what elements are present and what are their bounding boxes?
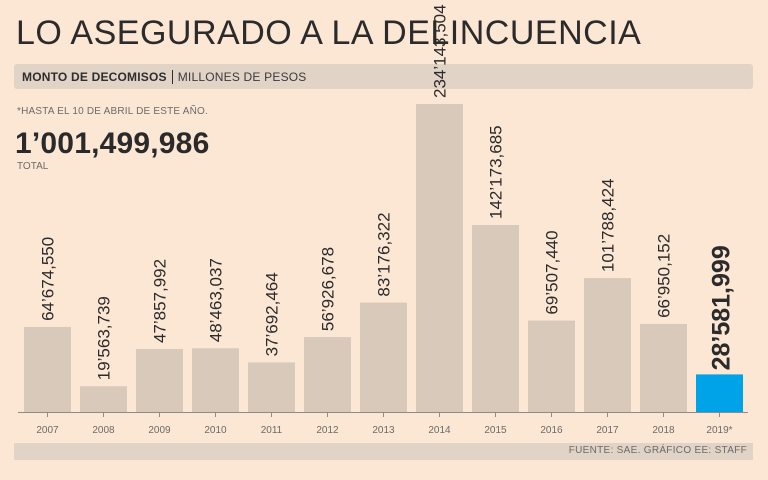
x-tick-label: 2011 (261, 425, 283, 436)
total-label: TOTAL (17, 161, 49, 172)
x-tick-label: 2018 (652, 425, 675, 436)
bar-2015 (472, 224, 519, 412)
bar-value-label: 47’857,992 (151, 259, 170, 343)
subtitle-unit: MILLONES DE PESOS (177, 69, 307, 84)
bar-value-label: 56’926,678 (319, 247, 338, 331)
subtitle-measure: MONTO DE DECOMISOS (22, 69, 167, 84)
total-value: 1’001,499,986 (15, 127, 210, 160)
subtitle-bar: MONTO DE DECOMISOS MILLONES DE PESOS (14, 64, 753, 89)
x-tick-label: 2012 (316, 425, 339, 436)
bar-value-label: 19’563,739 (95, 296, 114, 380)
bar-value-label: 37’692,464 (263, 272, 282, 356)
x-tick-label: 2008 (92, 425, 115, 436)
bar-2013 (360, 302, 407, 412)
bar-value-label: 83’176,322 (375, 212, 394, 296)
bar-2009 (136, 349, 183, 412)
bar-value-label: 101’788,424 (599, 179, 618, 273)
x-tick-label: 2007 (36, 425, 59, 436)
bar-2012 (304, 337, 351, 412)
x-tick-label: 2019* (706, 425, 732, 436)
x-tick-label: 2014 (428, 425, 451, 436)
bar-2016 (528, 320, 575, 412)
x-tick-label: 2017 (596, 425, 619, 436)
x-tick-label: 2015 (484, 425, 507, 436)
bar-2007 (24, 326, 71, 412)
bar-value-label: 142’173,685 (487, 125, 506, 219)
bar-2011 (248, 362, 295, 412)
bar-value-label: 69’507,440 (543, 230, 562, 314)
footnote: *HASTA EL 10 DE ABRIL DE ESTE AÑO. (17, 106, 208, 117)
bar-value-label: 64’674,550 (39, 237, 58, 321)
x-tick-label: 2013 (372, 425, 395, 436)
bar-2008 (80, 386, 127, 412)
source-bar: FUENTE: SAE. GRÁFICO EE: STAFF (14, 443, 753, 460)
x-tick-label: 2010 (204, 425, 227, 436)
bar-value-label: 48’463,037 (207, 258, 226, 342)
source-text: FUENTE: SAE. GRÁFICO EE: STAFF (568, 445, 747, 456)
x-tick-label: 2009 (148, 425, 171, 436)
x-tick-label: 2016 (540, 425, 563, 436)
bar-2014 (416, 104, 463, 412)
bar-value-label: 234’143,504 (431, 4, 450, 98)
bar-2017 (584, 278, 631, 412)
bar-2018 (640, 323, 687, 412)
bar-2010 (192, 348, 239, 412)
bar-value-label: 66’950,152 (655, 234, 674, 318)
subtitle-separator (171, 69, 173, 84)
chart-title: LO ASEGURADO A LA DELINCUENCIA (16, 14, 642, 52)
bar-2019 (696, 374, 743, 412)
bar-value-label: 28’581,999 (708, 245, 736, 370)
